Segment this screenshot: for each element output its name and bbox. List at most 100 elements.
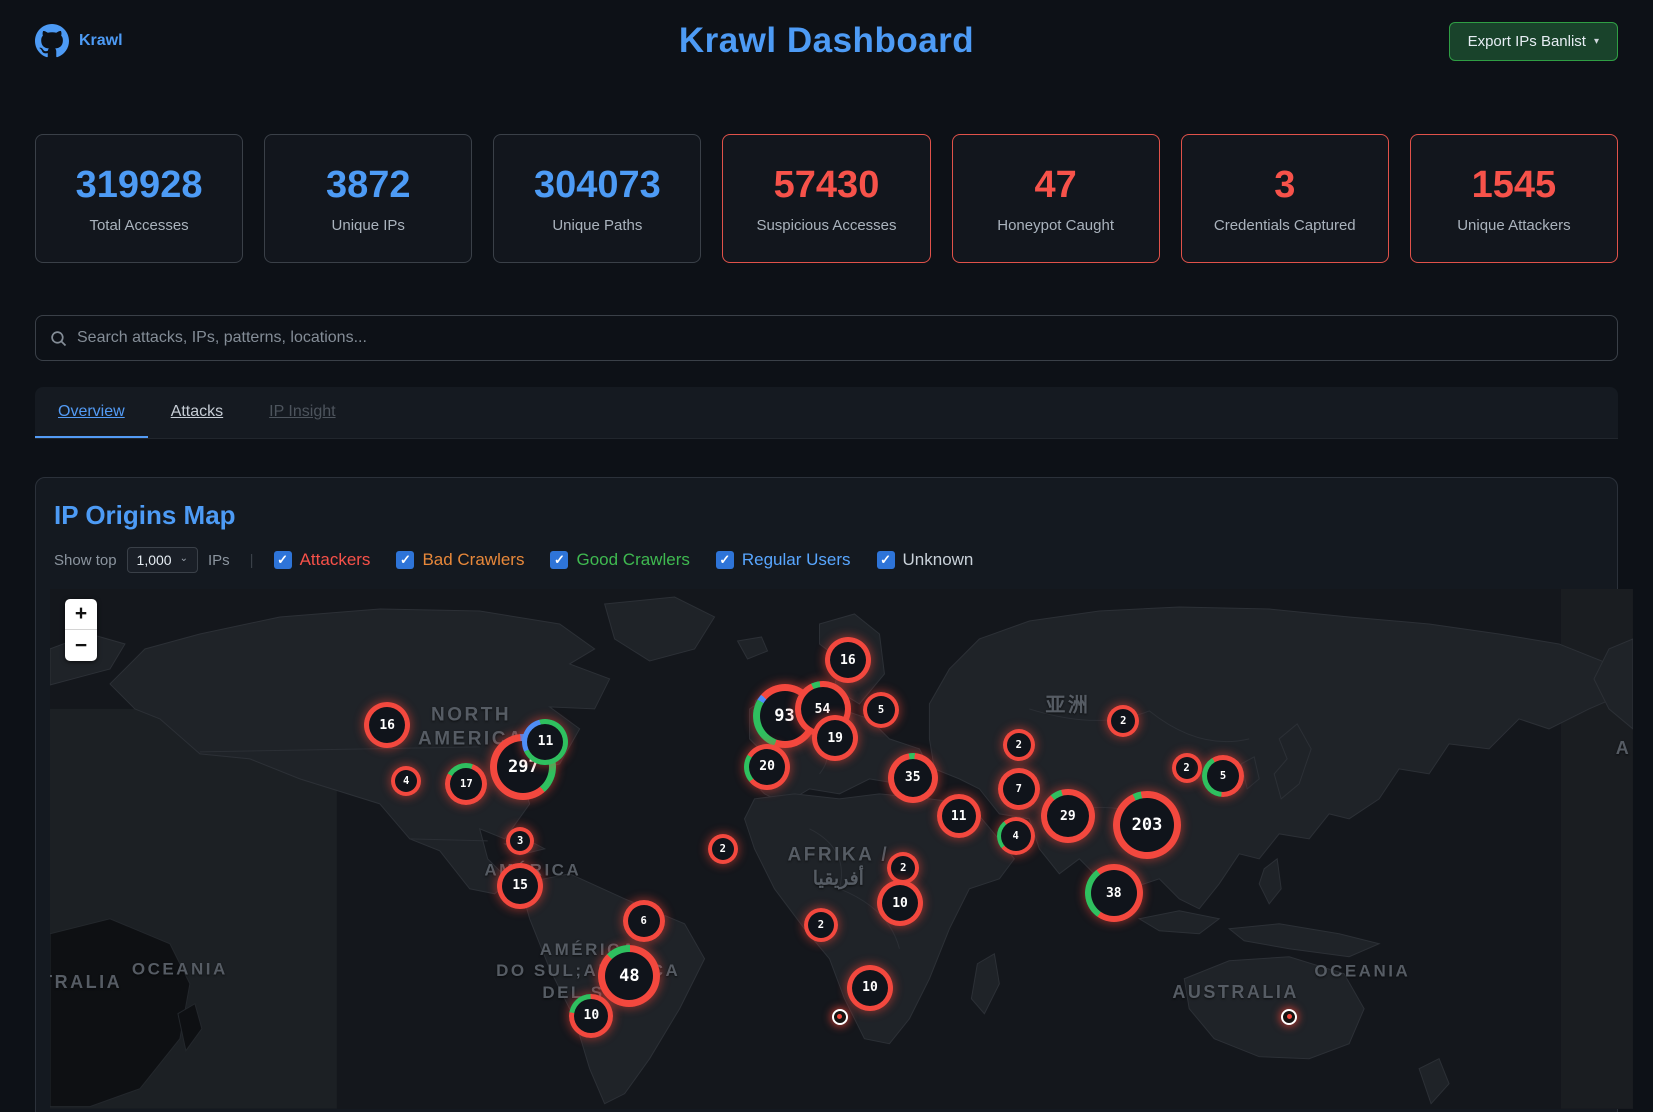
checkbox-checked-icon[interactable]: ✓: [273, 551, 292, 569]
map-cluster-marker[interactable]: 2: [1002, 729, 1035, 761]
marker-count: 48: [619, 965, 640, 986]
stat-card-suspicious-accesses: 57430 Suspicious Accesses: [722, 134, 931, 263]
app-header: Krawl Krawl Dashboard Export IPs Banlist…: [35, 0, 1618, 82]
map-cluster-marker[interactable]: 35: [887, 752, 938, 803]
dot-pip: [837, 1014, 843, 1020]
map-cluster-marker[interactable]: 11: [936, 794, 981, 839]
map-cluster-marker[interactable]: 2: [1171, 752, 1202, 783]
marker-count: 2: [1015, 739, 1022, 751]
search-bar: [35, 315, 1618, 361]
marker-fill: [867, 696, 896, 725]
filter-good-crawlers[interactable]: ✓ Good Crawlers: [550, 550, 690, 570]
stat-value: 3: [1274, 163, 1296, 206]
tab-attacks[interactable]: Attacks: [170, 402, 224, 420]
export-ips-banlist-button[interactable]: Export IPs Banlist ▾: [1448, 21, 1618, 61]
map-cluster-marker[interactable]: 5: [863, 692, 900, 729]
search-input[interactable]: [77, 329, 1603, 347]
filter-unknown[interactable]: ✓ Unknown: [876, 550, 973, 570]
map-cluster-marker[interactable]: 3: [506, 827, 535, 856]
map-cluster-marker[interactable]: 203: [1113, 791, 1182, 860]
stat-value: 1545: [1471, 163, 1557, 206]
marker-count: 3: [516, 835, 524, 848]
map-cluster-marker[interactable]: 2: [1107, 705, 1140, 738]
marker-fill: [941, 799, 976, 834]
map-cluster-marker[interactable]: 38: [1084, 864, 1143, 923]
tab-overview[interactable]: Overview: [35, 387, 148, 438]
map-cluster-marker[interactable]: 19: [812, 715, 859, 762]
category-filters: ✓ Attackers ✓ Bad Crawlers ✓ Good Crawlers ✓ Re…: [273, 550, 973, 570]
marker-count: 5: [877, 704, 885, 717]
marker-fill: [1207, 760, 1239, 793]
filter-label: Bad Crawlers: [422, 550, 525, 569]
checkbox-checked-icon[interactable]: ✓: [550, 551, 569, 569]
marker-fill: [502, 867, 539, 904]
marker-fill: [1090, 870, 1137, 917]
tab-ip-insight: IP Insight: [269, 402, 336, 420]
stat-value: 304073: [533, 163, 661, 206]
filter-bad-crawlers[interactable]: ✓ Bad Crawlers: [396, 550, 524, 570]
marker-fill: [1120, 798, 1175, 853]
map-filter-row: Show top 1,000 ⌄ IPs | ✓ Attackers ✓ Bad Cr…: [54, 547, 1603, 573]
marker-fill: [1175, 756, 1198, 779]
filter-regular-users[interactable]: ✓ Regular Users: [715, 550, 851, 570]
world-map[interactable]: + − NORTH AMERICAAMÉRICAAMÉRICA DO SUL;A…: [50, 589, 1633, 1109]
checkbox-checked-icon[interactable]: ✓: [715, 551, 734, 569]
marker-count: 93: [774, 705, 795, 726]
map-cluster-marker[interactable]: 29: [1040, 789, 1095, 844]
marker-count: 4: [1012, 830, 1019, 842]
map-cluster-marker[interactable]: 10: [846, 964, 893, 1011]
map-cluster-marker[interactable]: 11: [522, 718, 569, 765]
map-cluster-marker[interactable]: 5: [1202, 755, 1244, 798]
marker-fill: [829, 642, 866, 679]
github-octocat-icon: [35, 24, 69, 58]
map-cluster-marker[interactable]: 10: [877, 880, 924, 927]
ips-label: IPs: [207, 551, 230, 569]
brand[interactable]: Krawl: [35, 24, 123, 58]
filter-label: Regular Users: [741, 550, 851, 569]
map-cluster-marker[interactable]: 2: [803, 907, 838, 942]
stats-row: 319928 Total Accesses 3872 Unique IPs 304073…: [35, 134, 1618, 263]
map-cluster-marker[interactable]: 20: [744, 743, 791, 790]
stat-label: Unique IPs: [331, 216, 405, 234]
stat-value: 319928: [75, 163, 203, 206]
divider: |: [249, 551, 254, 569]
map-cluster-marker[interactable]: 6: [622, 899, 665, 942]
marker-fill: [882, 885, 919, 922]
marker-fill: [369, 707, 406, 744]
marker-count: 54: [814, 701, 831, 717]
stat-label: Total Accesses: [89, 216, 189, 234]
marker-count: 11: [950, 808, 967, 824]
map-cluster-marker[interactable]: 4: [391, 765, 422, 796]
map-cluster-marker[interactable]: 16: [364, 702, 411, 749]
map-cluster-marker[interactable]: 48: [598, 944, 661, 1007]
map-cluster-marker[interactable]: 7: [997, 768, 1040, 811]
zoom-in-button[interactable]: +: [65, 599, 97, 630]
checkbox-checked-icon[interactable]: ✓: [876, 551, 895, 569]
map-dot-marker[interactable]: [831, 1008, 848, 1025]
marker-fill: [1000, 821, 1031, 851]
marker-count: 10: [583, 1008, 600, 1024]
show-top-select[interactable]: 1,000 ⌄: [126, 547, 198, 573]
marker-fill: [891, 856, 916, 881]
marker-fill: [711, 838, 734, 860]
tab-bar: Overview Attacks IP Insight: [35, 387, 1618, 439]
checkbox-checked-icon[interactable]: ✓: [396, 551, 415, 569]
brand-name: Krawl: [79, 32, 123, 49]
map-cluster-marker[interactable]: 2: [887, 852, 920, 885]
map-cluster-marker[interactable]: 16: [824, 637, 871, 684]
filter-attackers[interactable]: ✓ Attackers: [273, 550, 370, 570]
zoom-out-button[interactable]: −: [74, 633, 88, 657]
map-cluster-marker[interactable]: 2: [707, 834, 738, 864]
map-cluster-marker[interactable]: 10: [569, 993, 614, 1038]
marker-fill: [893, 758, 932, 797]
marker-count: 16: [379, 717, 395, 733]
marker-count: 11: [537, 734, 554, 750]
map-cluster-marker[interactable]: 15: [497, 862, 544, 909]
filter-label: Good Crawlers: [576, 550, 690, 569]
marker-count: 35: [904, 770, 921, 786]
marker-count: 38: [1105, 885, 1122, 901]
search-icon: [51, 330, 67, 346]
map-cluster-marker[interactable]: 4: [996, 817, 1035, 855]
map-dot-marker[interactable]: [1281, 1008, 1298, 1025]
map-cluster-marker[interactable]: 17: [445, 763, 488, 805]
